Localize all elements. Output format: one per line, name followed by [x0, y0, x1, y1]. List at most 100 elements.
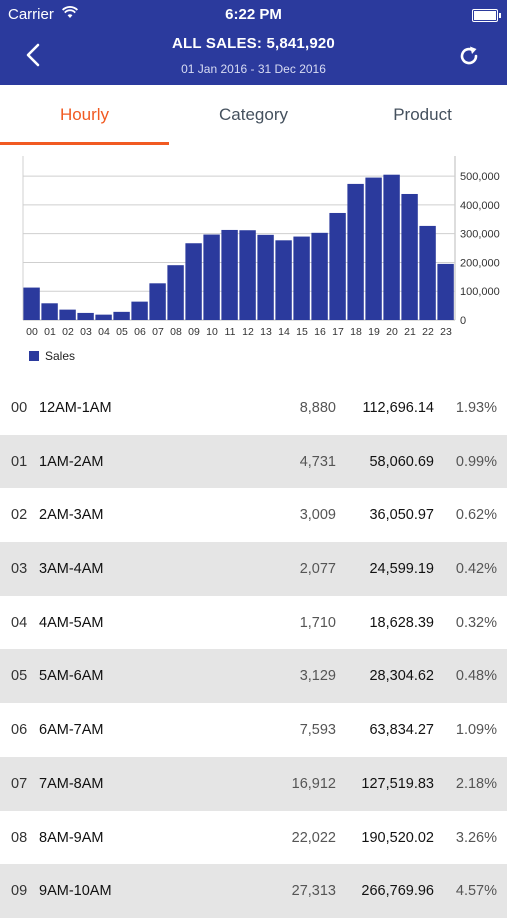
row-hour-range: 6AM-7AM — [39, 722, 104, 739]
bar — [311, 232, 328, 320]
bar — [149, 283, 166, 320]
row-percent: 0.48% — [455, 668, 497, 685]
x-tick-label: 11 — [225, 326, 236, 338]
row-percent: 1.93% — [455, 400, 497, 416]
table-row[interactable]: 07 7AM-8AM 16,912 127,519.83 2.18% — [0, 756, 507, 811]
row-amount: 28,304.62 — [369, 668, 434, 685]
x-tick-label: 03 — [80, 326, 92, 338]
y-tick-label: 300,000 — [460, 229, 500, 241]
row-index: 01 — [11, 453, 28, 470]
row-percent: 4.57% — [455, 883, 497, 900]
tab-product[interactable]: Product — [393, 105, 452, 124]
row-count: 1,710 — [299, 614, 336, 631]
bar — [383, 174, 400, 320]
bar — [437, 263, 454, 320]
x-tick-label: 14 — [278, 326, 290, 338]
row-hour-range: 8AM-9AM — [39, 829, 104, 846]
status-bar: Carrier 6:22 PM — [0, 4, 507, 24]
row-count: 8,880 — [299, 400, 336, 416]
row-hour-range: 9AM-10AM — [39, 883, 112, 900]
x-tick-label: 13 — [260, 326, 272, 338]
x-tick-label: 08 — [170, 326, 182, 338]
bar — [329, 212, 346, 320]
row-index: 08 — [11, 829, 28, 846]
row-percent: 2.18% — [455, 775, 497, 792]
x-tick-label: 17 — [332, 326, 344, 338]
row-amount: 58,060.69 — [369, 453, 434, 470]
row-amount: 63,834.27 — [369, 722, 434, 739]
row-hour-range: 4AM-5AM — [39, 614, 104, 631]
chart-legend: Sales — [29, 349, 75, 363]
row-percent: 0.32% — [455, 614, 497, 631]
row-percent: 3.26% — [455, 829, 497, 846]
x-tick-label: 22 — [422, 326, 434, 338]
row-count: 27,313 — [291, 883, 336, 900]
table-row[interactable]: 09 9AM-10AM 27,313 266,769.96 4.57% — [0, 864, 507, 918]
x-tick-label: 16 — [314, 326, 326, 338]
table-row[interactable]: 06 6AM-7AM 7,593 63,834.27 1.09% — [0, 703, 507, 757]
carrier-label: Carrier — [8, 6, 54, 23]
bar — [131, 301, 148, 320]
row-hour-range: 7AM-8AM — [39, 775, 104, 792]
table-row[interactable]: 08 8AM-9AM 22,022 190,520.02 3.26% — [0, 811, 507, 865]
row-hour-range: 2AM-3AM — [39, 507, 104, 524]
bar — [95, 314, 112, 320]
bar — [41, 303, 58, 320]
x-tick-label: 09 — [188, 326, 200, 338]
tab-bar: Hourly Category Product — [0, 85, 507, 145]
refresh-icon[interactable] — [457, 44, 481, 68]
tab-hourly[interactable]: Hourly — [59, 105, 110, 124]
status-time: 6:22 PM — [225, 6, 282, 23]
active-tab-indicator — [0, 142, 169, 145]
row-amount: 36,050.97 — [369, 507, 434, 524]
bar — [401, 193, 418, 320]
legend-label: Sales — [45, 349, 76, 363]
row-amount: 190,520.02 — [361, 829, 434, 846]
row-hour-range: 5AM-6AM — [39, 668, 104, 685]
bar — [167, 265, 184, 320]
table-row[interactable]: 04 4AM-5AM 1,710 18,628.39 0.32% — [0, 596, 507, 650]
x-tick-label: 20 — [386, 326, 398, 338]
row-amount: 266,769.96 — [361, 883, 434, 900]
bar — [113, 311, 130, 320]
bar — [77, 312, 94, 320]
x-tick-label: 00 — [26, 326, 38, 338]
y-tick-label: 400,000 — [460, 200, 500, 212]
table-row[interactable]: 00 12AM-1AM 8,880 112,696.14 1.93% — [0, 381, 507, 435]
y-tick-label: 100,000 — [460, 286, 500, 298]
row-percent: 0.99% — [455, 453, 497, 470]
row-index: 02 — [11, 507, 28, 524]
x-tick-label: 04 — [98, 326, 110, 338]
page-title: ALL SALES: 5,841,920 — [172, 35, 335, 52]
row-percent: 1.09% — [455, 722, 497, 739]
x-tick-label: 12 — [242, 326, 254, 338]
row-percent: 0.62% — [455, 507, 497, 524]
tab-category[interactable]: Category — [219, 105, 288, 124]
row-count: 3,129 — [299, 668, 336, 685]
table-row[interactable]: 02 2AM-3AM 3,009 36,050.97 0.62% — [0, 488, 507, 542]
table-row[interactable]: 05 5AM-6AM 3,129 28,304.62 0.48% — [0, 649, 507, 704]
row-count: 2,077 — [299, 561, 336, 578]
x-tick-label: 02 — [62, 326, 74, 338]
y-tick-label: 500,000 — [460, 171, 500, 183]
row-index: 07 — [11, 775, 28, 792]
row-amount: 24,599.19 — [369, 561, 434, 578]
row-hour-range: 12AM-1AM — [39, 400, 112, 416]
row-index: 05 — [11, 668, 28, 685]
table-row[interactable]: 03 3AM-4AM 2,077 24,599.19 0.42% — [0, 542, 507, 596]
x-tick-label: 21 — [404, 326, 416, 338]
bar — [185, 243, 202, 320]
row-percent: 0.42% — [455, 561, 497, 578]
bar — [257, 234, 274, 320]
x-tick-label: 19 — [368, 326, 380, 338]
table-row[interactable]: 01 1AM-2AM 4,731 58,060.69 0.99% — [0, 434, 507, 489]
y-tick-label: 0 — [460, 315, 466, 327]
bar — [347, 183, 364, 320]
x-tick-label: 18 — [350, 326, 362, 338]
x-tick-label: 15 — [296, 326, 308, 338]
x-tick-label: 01 — [44, 326, 56, 338]
row-hour-range: 3AM-4AM — [39, 561, 104, 578]
row-index: 04 — [11, 614, 28, 631]
back-chevron-left-icon[interactable] — [22, 42, 46, 68]
app-header: Carrier 6:22 PM ALL SALES: 5,841,920 01 … — [0, 0, 507, 85]
